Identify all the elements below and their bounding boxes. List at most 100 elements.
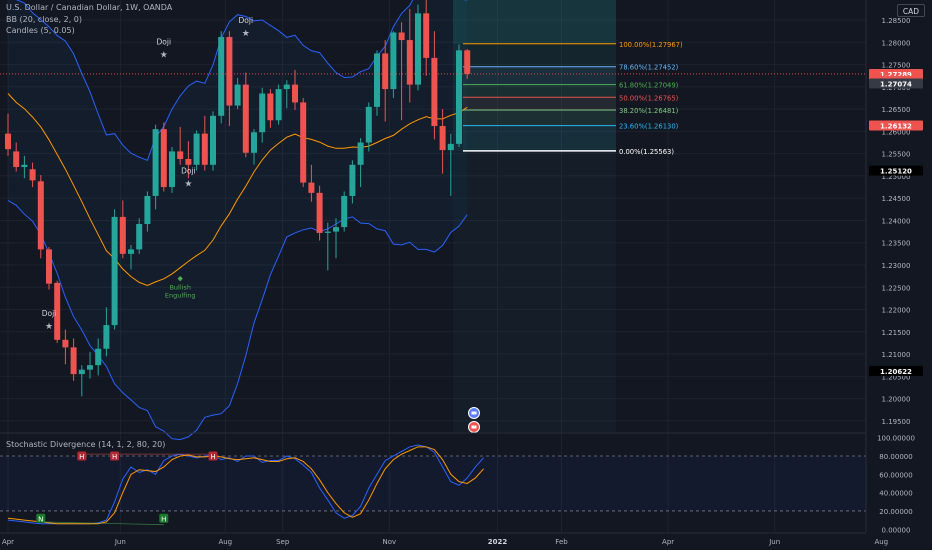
price-tick-label: 1.19500	[882, 418, 911, 426]
time-tick-label: Aug	[218, 538, 232, 546]
candle-body	[95, 348, 102, 366]
candle-body	[169, 151, 175, 188]
candle-body	[226, 36, 233, 106]
candle-body	[300, 102, 307, 183]
divergence-marker-label: N	[38, 515, 43, 523]
pattern-label: Bullish	[169, 284, 191, 292]
candle-body	[136, 224, 143, 250]
candle-body	[210, 115, 216, 165]
candle-body	[316, 192, 323, 233]
stoch-d-line	[7, 446, 484, 525]
price-label: 1.26132	[880, 123, 912, 131]
price-tick-label: 1.28500	[882, 17, 911, 25]
fib-band	[463, 97, 616, 110]
pattern-label: Doji	[157, 38, 172, 47]
price-axis-bg	[866, 0, 932, 550]
fib-zone	[453, 0, 616, 433]
price-tick-label: 1.23500	[882, 240, 911, 248]
currency-button[interactable]: CAD	[897, 4, 925, 17]
fib-label: 100.00%(1.27967)	[619, 41, 683, 49]
pattern-label: Engulfing	[165, 292, 196, 300]
candle-body	[128, 249, 134, 254]
time-tick-label: Jun	[114, 538, 126, 546]
fib-label: 50.00%(1.26765)	[619, 94, 679, 102]
candle-body	[333, 227, 339, 232]
stoch-tick-label: 80.00000	[879, 453, 912, 461]
fib-band	[463, 125, 616, 151]
projection-zone	[453, 0, 616, 44]
candle-body	[185, 158, 192, 165]
time-tick-label: Apr	[662, 538, 674, 546]
price-tick-label: 1.23000	[882, 262, 911, 270]
time-tick-label: Nov	[382, 538, 396, 546]
divergence-marker-label: H	[161, 515, 166, 523]
price-label-bg	[869, 78, 923, 89]
candle-body	[456, 50, 462, 144]
candle-body	[431, 57, 438, 127]
price-tick-label: 1.20000	[882, 396, 911, 404]
stoch-tick-label: 60.00000	[879, 471, 912, 479]
stoch-tick-label: 20.00000	[879, 508, 912, 516]
bb-basis-line	[7, 93, 468, 287]
candle-body	[292, 84, 298, 103]
price-tick-label: 1.24000	[882, 217, 911, 225]
divergence-marker	[77, 451, 87, 461]
price-tick-label: 1.25500	[882, 151, 911, 159]
price-tick-label: 1.25000	[882, 173, 911, 181]
candle-body	[37, 181, 44, 250]
candle-body	[78, 369, 85, 375]
fibonacci-retracement: 100.00%(1.27967) 78.60%(1.27452) 61.80%(1.…	[463, 41, 683, 156]
price-tick-label: 1.26500	[882, 106, 911, 114]
candle-body	[177, 151, 184, 159]
candle-body	[193, 133, 200, 165]
fib-band	[463, 109, 616, 126]
bb-legend[interactable]: BB (20, close, 2, 0)	[6, 15, 82, 24]
candle-body	[439, 126, 446, 151]
event-icons	[468, 407, 480, 433]
time-tick-label: Apr	[2, 538, 14, 546]
candle-body	[119, 216, 126, 254]
price-label-bg	[869, 365, 923, 376]
candle-body	[267, 93, 274, 121]
candle-body	[201, 133, 208, 165]
price-label: 1.27074	[880, 81, 912, 89]
candle-body	[251, 132, 257, 153]
candle-body	[357, 142, 364, 165]
candle-body	[29, 169, 36, 181]
bb-lower-line	[7, 199, 468, 441]
divergence-marker-label: H	[79, 453, 84, 461]
price-label-bg	[869, 120, 923, 131]
divergence-marker	[159, 513, 169, 523]
price-tick-label: 1.24500	[882, 195, 911, 203]
symbol-title: U.S. Dollar / Canadian Dollar, 1W, OANDA	[6, 3, 173, 12]
divergence-marker-label: H	[112, 453, 117, 461]
price-label-bg	[869, 165, 923, 176]
pattern-marker: ◆	[178, 275, 184, 283]
price-label: 1.27289	[880, 71, 912, 79]
candles-legend[interactable]: Candles (5, 0.05)	[6, 26, 75, 35]
price-tick-label: 1.22500	[882, 284, 911, 292]
candle-body	[423, 13, 430, 58]
candle-body	[70, 347, 77, 375]
time-tick-label: Aug	[874, 538, 888, 546]
candle-body	[349, 164, 356, 196]
divergence-marker	[208, 451, 218, 461]
candle-body	[160, 129, 167, 188]
candle-body	[283, 84, 290, 90]
price-tick-label: 1.21500	[882, 329, 911, 337]
candles	[5, 0, 471, 397]
price-tick-label: 1.26000	[882, 128, 911, 136]
fib-label: 78.60%(1.27452)	[619, 64, 679, 72]
pattern-label: Doji	[42, 309, 57, 318]
stochastic-legend[interactable]: Stochastic Divergence (14, 1, 2, 80, 20)	[6, 440, 166, 449]
time-tick-label: Feb	[555, 538, 568, 546]
stoch-tick-label: 40.00000	[879, 490, 912, 498]
fib-label: 38.20%(1.26481)	[619, 107, 679, 115]
candle-body	[447, 143, 454, 151]
candle-body	[21, 164, 28, 168]
divergence-line	[40, 521, 164, 526]
price-label: 1.25120	[880, 168, 912, 176]
bollinger-bands	[7, 0, 468, 441]
